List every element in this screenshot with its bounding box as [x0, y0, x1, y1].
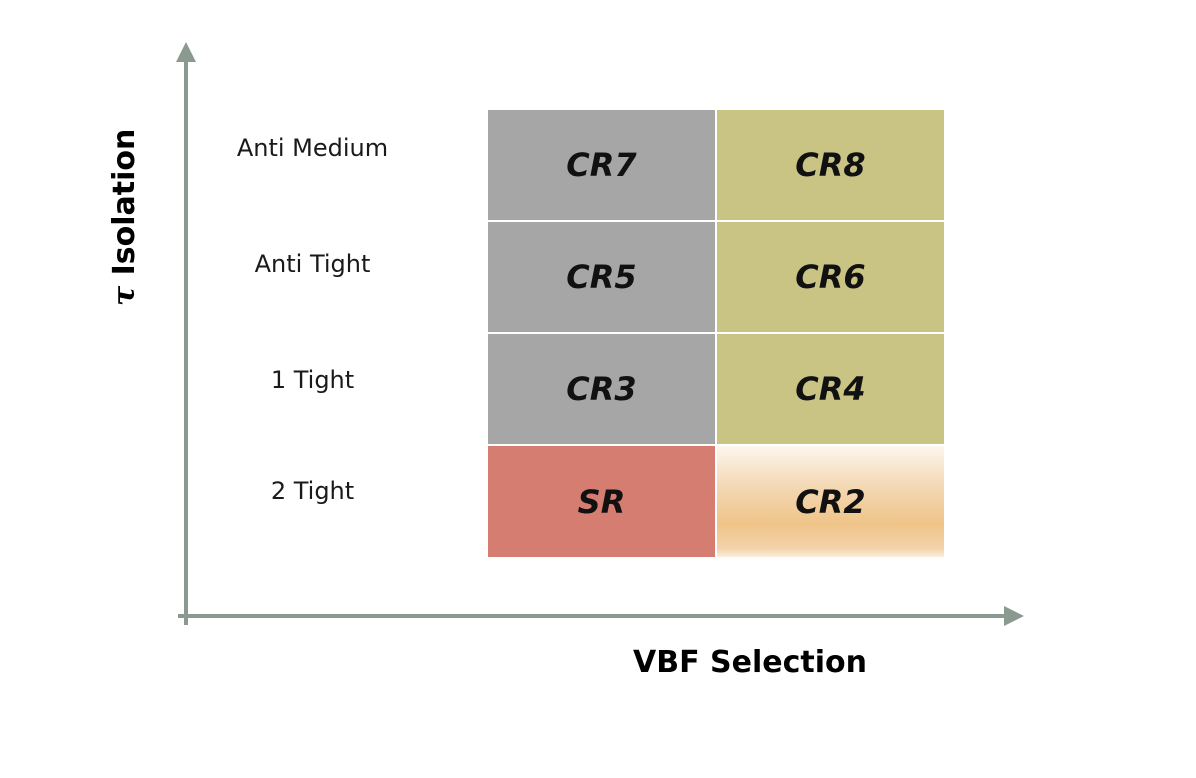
x-axis-title: VBF Selection: [633, 645, 867, 680]
region-cr4: CR4: [717, 334, 944, 444]
y-axis-title-text: Isolation: [107, 128, 142, 286]
row-label-anti-tight: Anti Tight: [254, 250, 371, 278]
y-axis-title: τ Isolation: [107, 129, 142, 306]
y-axis-arrow-icon: [176, 42, 196, 62]
tau-symbol: τ: [107, 285, 142, 306]
region-cr3: CR3: [488, 334, 715, 444]
region-sr: SR: [488, 446, 715, 557]
region-cr5: CR5: [488, 222, 715, 332]
row-label-2-tight: 2 Tight: [270, 477, 355, 505]
region-cr8: CR8: [717, 110, 944, 220]
region-cr7: CR7: [488, 110, 715, 220]
row-label-1-tight: 1 Tight: [270, 366, 355, 394]
region-grid: CR7 CR8 CR5 CR6 CR3 CR4 SR CR2: [488, 110, 944, 557]
x-axis-arrow-icon: [1004, 606, 1024, 626]
region-cr2: CR2: [717, 446, 944, 557]
row-label-anti-medium: Anti Medium: [236, 134, 389, 162]
region-cr6: CR6: [717, 222, 944, 332]
